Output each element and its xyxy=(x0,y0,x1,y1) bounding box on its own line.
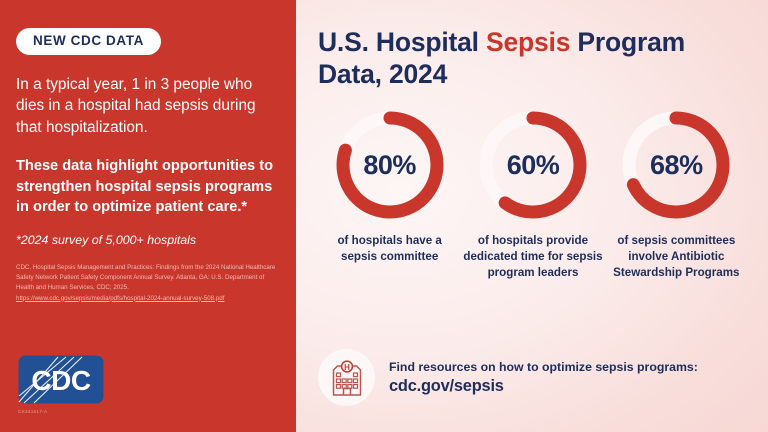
donut-chart-antibiotic-stewardship: 68% of sepsis committees involve Antibio… xyxy=(605,106,748,280)
hospital-icon-badge: H xyxy=(318,349,375,406)
donut-caption: of sepsis committees involve Antibiotic … xyxy=(613,234,740,279)
donut-value-arc xyxy=(622,111,730,219)
donut-graphic: 80% xyxy=(331,106,449,224)
donut-percent-label: 80% xyxy=(363,149,416,180)
cdc-publication-code: CS341517-A xyxy=(18,409,48,414)
survey-footnote: *2024 survey of 5,000+ hospitals xyxy=(16,233,197,248)
title-accent-word: Sepsis xyxy=(486,27,571,57)
donut-value-arc xyxy=(336,111,444,219)
donut-svg xyxy=(336,111,444,219)
donut-caption: of hospitals have a sepsis committee xyxy=(337,234,442,263)
cdc-logo-icon: CDC xyxy=(18,355,104,404)
donut-chart-dedicated-time: 60% of hospitals provide dedicated time … xyxy=(461,106,604,280)
donut-percent-label: 68% xyxy=(650,149,703,180)
donut-svg xyxy=(622,111,730,219)
donut-percent-label: 60% xyxy=(506,149,560,180)
key-message-text: These data highlight opportunities to st… xyxy=(16,158,274,215)
footer-resources: H Find resources xyxy=(318,349,698,406)
title-part-1: U.S. Hospital xyxy=(318,27,487,57)
donut-chart-sepsis-committee: 80% of hospitals have a sepsis committee xyxy=(318,106,461,280)
title-part-2: Program Data, 2024 xyxy=(318,27,686,90)
footer-text-block: Find resources on how to optimize sepsis… xyxy=(389,360,698,396)
hospital-h-letter: H xyxy=(344,363,350,372)
svg-text:CDC: CDC xyxy=(31,365,90,396)
donut-value-arc xyxy=(479,111,587,219)
left-panel: NEW CDC DATA In a typical year, 1 in 3 p… xyxy=(0,0,296,432)
citation-text: CDC. Hospital Sepsis Management and Prac… xyxy=(16,264,276,292)
donut-caption: of hospitals provide dedicated time for … xyxy=(463,234,603,279)
cdc-logo-block: CDC CS341517-A xyxy=(18,355,104,414)
hospital-icon: H xyxy=(332,359,361,396)
citation-url-link[interactable]: https://www.cdc.gov/sepsis/media/pdfs/ho… xyxy=(16,294,225,302)
donut-graphic: 68% xyxy=(617,106,735,224)
page-title: U.S. Hospital Sepsis Program Data, 2024 xyxy=(318,26,748,90)
donut-graphic: 60% xyxy=(474,106,592,224)
donut-svg xyxy=(479,111,587,219)
donut-chart-row: 80% of hospitals have a sepsis committee… xyxy=(318,106,748,280)
citation-block: CDC. Hospital Sepsis Management and Prac… xyxy=(16,263,280,303)
lead-statistic-text: In a typical year, 1 in 3 people who die… xyxy=(16,75,256,137)
footer-prompt: Find resources on how to optimize sepsis… xyxy=(389,359,698,374)
right-panel: U.S. Hospital Sepsis Program Data, 2024 … xyxy=(296,0,768,432)
footer-website-link[interactable]: cdc.gov/sepsis xyxy=(389,376,504,395)
new-cdc-data-badge: NEW CDC DATA xyxy=(16,28,161,55)
